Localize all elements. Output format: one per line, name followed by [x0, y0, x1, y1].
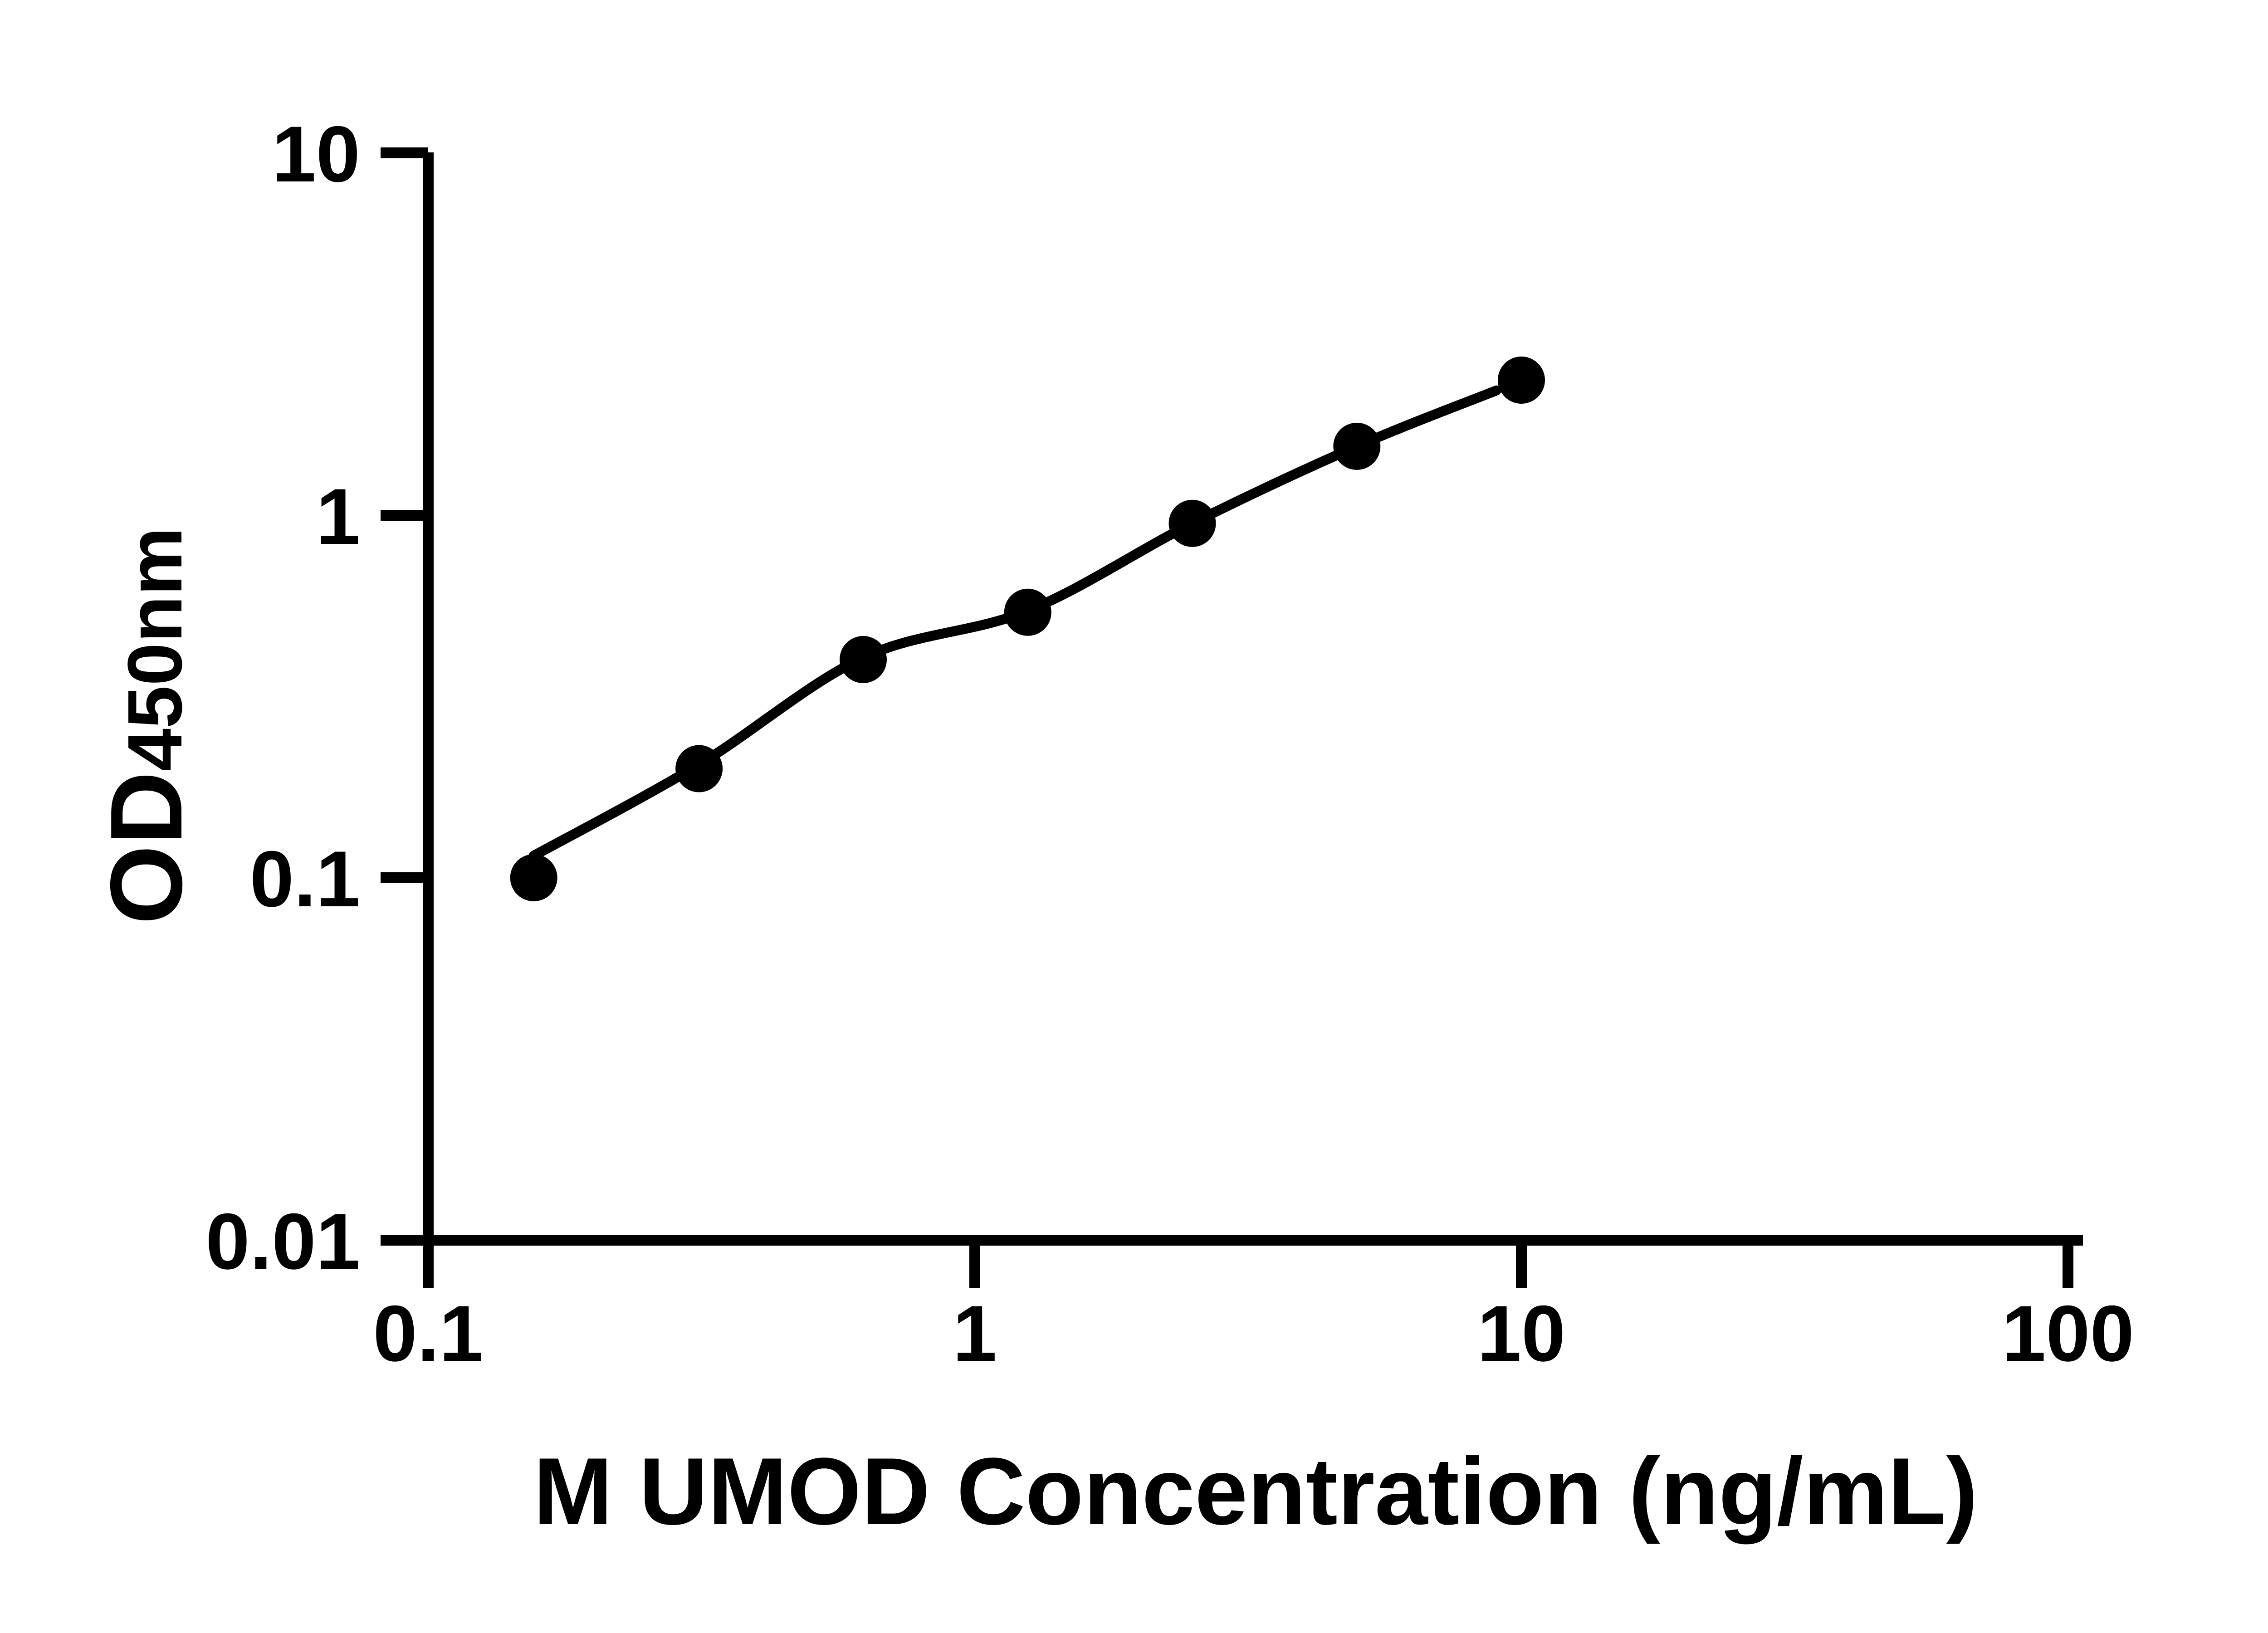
- x-tick-label: 100: [2002, 1290, 2134, 1378]
- y-axis-title-subscript: 450nm: [112, 527, 198, 772]
- x-tick-label: 1: [953, 1290, 997, 1378]
- x-tick-label: 10: [1477, 1290, 1566, 1378]
- y-tick-label: 1: [316, 473, 360, 561]
- x-tick-label: 0.1: [373, 1290, 483, 1378]
- data-point: [510, 854, 557, 901]
- y-axis-ticks: [381, 147, 428, 1246]
- axes: [423, 152, 2083, 1246]
- data-point: [1004, 588, 1051, 636]
- data-point: [1498, 357, 1545, 404]
- data-point: [1168, 499, 1216, 547]
- data-points: [510, 357, 1545, 901]
- x-axis-ticks: [423, 1240, 2073, 1288]
- y-tick-label: 0.1: [250, 835, 360, 924]
- x-axis-title: M UMOD Concentration (ng/mL): [533, 1438, 1978, 1545]
- data-point: [675, 745, 723, 792]
- data-point: [840, 636, 887, 683]
- y-axis-tick-labels: 10 1 0.1 0.01: [205, 110, 360, 1286]
- y-tick-label: 0.01: [205, 1198, 360, 1286]
- x-axis-tick-labels: 0.1 1 10 100: [373, 1290, 2134, 1378]
- y-axis-title-main: OD: [89, 772, 203, 925]
- y-axis-title: OD450nm: [89, 527, 203, 924]
- y-tick-label: 10: [272, 110, 360, 199]
- data-point: [1333, 422, 1381, 470]
